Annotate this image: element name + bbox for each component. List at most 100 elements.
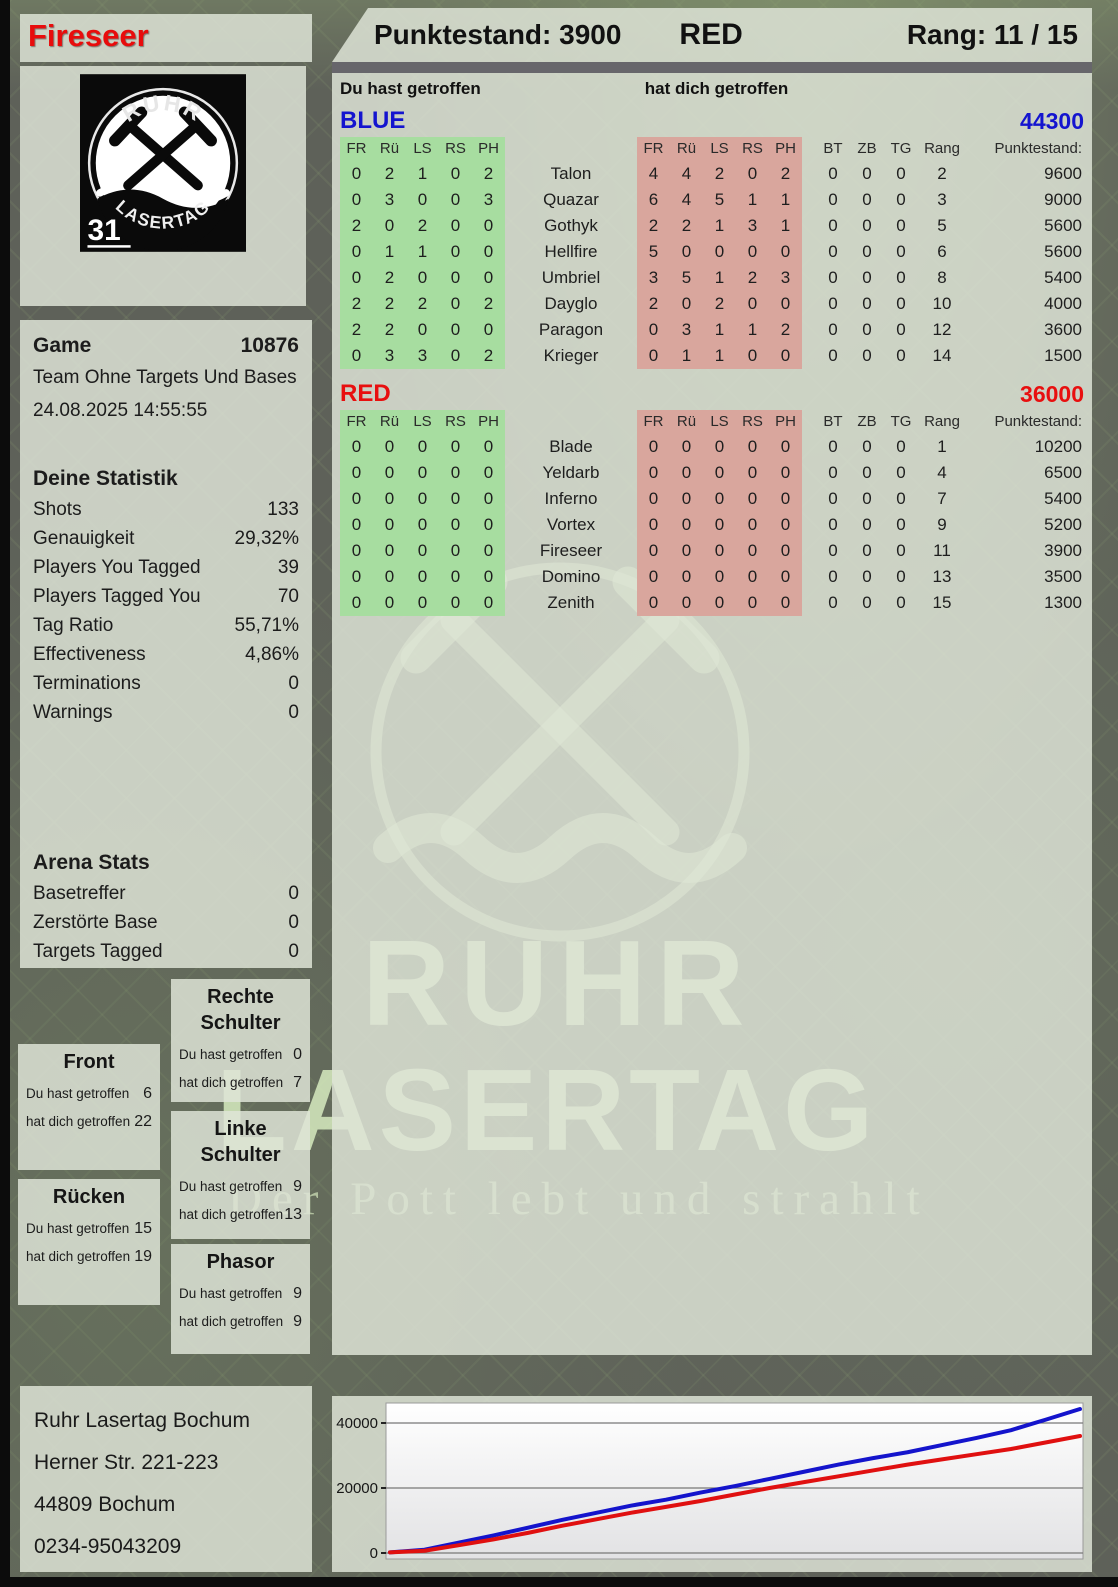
hits-on-you-cell: 0 [769,434,802,460]
hits-by-you-cell: 0 [406,590,439,616]
rank-cell: 2 [937,164,947,183]
hits-by-you-cell: 0 [373,434,406,460]
hits-on-you-cell: 1 [736,317,769,343]
hit-you-label: hat dich getroffen [26,1249,131,1264]
rank-cell: 9 [937,515,947,534]
hits-by-you-cell: 0 [373,213,406,239]
column-header: Punktestand: [994,413,1082,430]
hits-on-you-cell: 0 [637,486,670,512]
hits-by-you-cell: 0 [340,460,373,486]
hits-on-you-cell: 0 [736,538,769,564]
hits-on-you-cell: 0 [637,512,670,538]
hits-by-you-cell: 0 [439,265,472,291]
column-header: BT [823,140,843,157]
hits-on-you-cell: 0 [670,590,703,616]
table-cell [802,538,816,564]
hit-by-you-value: 0 [293,1046,302,1063]
header-score: Punktestand: 3900 [374,19,622,50]
score-cell: 9600 [1044,164,1082,183]
hits-on-you-cell: 5 [637,239,670,265]
hits-by-you-cell: 0 [340,590,373,616]
rank-cell: 6 [937,242,947,261]
header-divider [332,62,1092,73]
hits-by-you-cell: 0 [373,486,406,512]
score-cell: 1500 [1044,346,1082,365]
hits-on-you-cell: 0 [736,486,769,512]
hits-on-you-cell: 0 [769,564,802,590]
player-row: 0 0 0 0 0 Inferno 0 0 0 0 0 0 0 0 7 5400 [340,486,1084,512]
stat-label: Players Tagged You [33,586,201,607]
hits-by-you-cell: 0 [406,564,439,590]
zb-cell: 0 [862,242,872,261]
stat-row: Genauigkeit 29,32% [33,524,299,553]
hits-on-you-cell: 0 [670,239,703,265]
hits-by-you-cell: 0 [340,434,373,460]
body-part-title: Front [63,1051,115,1073]
hits-by-you-cell: 0 [472,564,505,590]
hits-on-you-cell: 0 [736,590,769,616]
column-header: RS [439,410,472,434]
score-cell: 9000 [1044,190,1082,209]
arena-title: Arena Stats [33,851,150,874]
team-total: 44300 [1020,107,1084,134]
zb-cell: 0 [862,346,872,365]
hits-by-you-cell: 0 [439,512,472,538]
stat-value: 0 [288,702,299,723]
column-header: FR [340,137,373,161]
series-line-blue [388,1407,1082,1555]
hits-by-you-cell: 2 [373,291,406,317]
game-label: Game [33,334,92,357]
score-chart-panel: 0 20000 40000 [332,1396,1092,1572]
hits-on-you-cell: 0 [670,564,703,590]
bt-cell: 0 [828,489,838,508]
hits-on-you-cell: 0 [769,486,802,512]
column-header: LS [406,410,439,434]
stat-value: 133 [267,499,299,520]
venue-name: Ruhr Lasertag Bochum [34,1409,250,1432]
player-name-cell: Inferno [544,489,598,508]
hits-on-you-cell: 1 [703,343,736,369]
score-cell: 3500 [1044,567,1082,586]
hits-on-you-cell: 0 [736,564,769,590]
stat-label: Genauigkeit [33,528,135,549]
hits-on-you-cell: 0 [736,239,769,265]
hits-on-you-cell: 0 [637,317,670,343]
rank-cell: 3 [937,190,947,209]
hits-by-you-cell: 0 [439,434,472,460]
stat-label: Warnings [33,702,113,723]
logo-panel: RUHR LASERTAG 31 [20,66,306,306]
column-header: Rang [924,140,960,157]
rank-cell: 11 [933,541,951,560]
hits-on-you-cell: 0 [637,538,670,564]
zb-cell: 0 [862,489,872,508]
hits-on-you-cell: 2 [769,161,802,187]
column-header: PH [769,410,802,434]
hits-on-you-cell: 0 [736,161,769,187]
tg-cell: 0 [896,593,906,612]
score-cell: 5200 [1044,515,1082,534]
hits-by-you-cell: 0 [439,317,472,343]
hit-by-you-label: Du hast getroffen [26,1221,130,1236]
bt-cell: 0 [828,541,838,560]
hits-on-you-cell: 3 [637,265,670,291]
hits-by-you-cell: 0 [472,434,505,460]
hit-you-label: hat dich getroffen [179,1314,284,1329]
rank-cell: 14 [932,346,952,365]
stat-label: Targets Tagged [33,941,163,962]
team-total: 36000 [1020,380,1084,407]
hits-by-you-cell: 0 [439,590,472,616]
hits-on-you-cell: 5 [703,187,736,213]
stat-label: Tag Ratio [33,615,114,636]
column-header: ZB [857,140,877,157]
hits-by-you-cell: 2 [472,343,505,369]
column-header: Rü [373,410,406,434]
hits-by-you-cell: 2 [373,317,406,343]
body-part-title: Linke Schulter [200,1118,281,1166]
table-cell [802,410,816,434]
stat-label: Effectiveness [33,644,146,665]
hit-by-you-value: 6 [143,1085,152,1102]
stat-row: Effectiveness 4,86% [33,640,299,669]
hits-by-you-cell: 0 [340,564,373,590]
column-header: FR [637,410,670,434]
stats-list: Shots 133 Genauigkeit 29,32% Players You Tag… [33,495,299,727]
